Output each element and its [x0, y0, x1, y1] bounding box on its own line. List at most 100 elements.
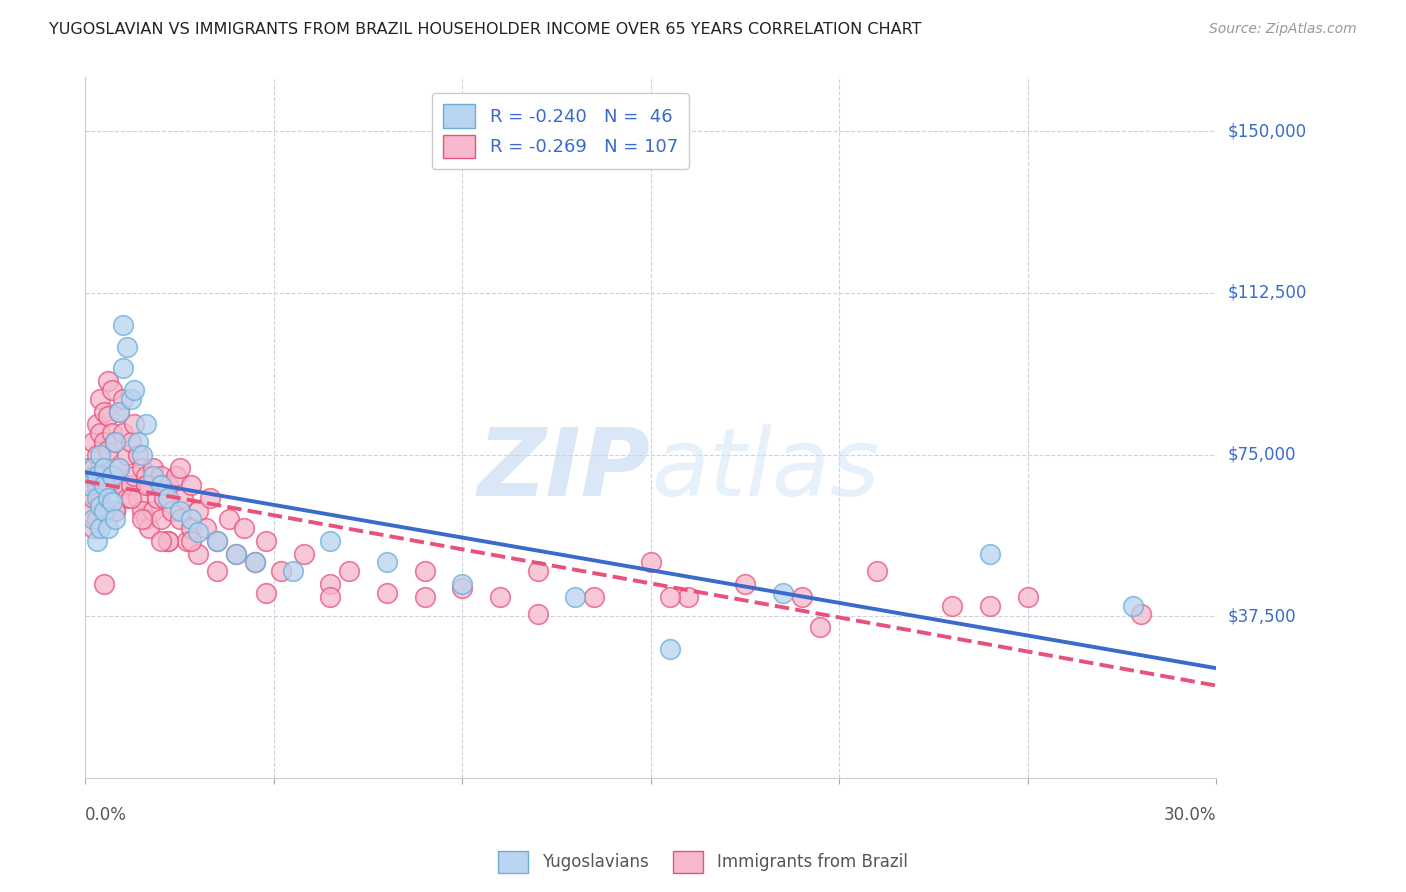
Point	[281, 564, 304, 578]
Point	[153, 491, 176, 505]
Point	[451, 582, 474, 596]
Point	[115, 340, 138, 354]
Point	[93, 460, 115, 475]
Point	[254, 533, 277, 548]
Point	[526, 607, 548, 622]
Point	[790, 590, 813, 604]
Point	[97, 443, 120, 458]
Point	[104, 504, 127, 518]
Point	[218, 512, 240, 526]
Point	[82, 521, 104, 535]
Point	[115, 448, 138, 462]
Point	[104, 512, 127, 526]
Point	[640, 556, 662, 570]
Point	[658, 590, 681, 604]
Point	[270, 564, 292, 578]
Point	[451, 577, 474, 591]
Point	[111, 478, 134, 492]
Point	[104, 434, 127, 449]
Point	[1017, 590, 1039, 604]
Point	[89, 491, 111, 505]
Point	[243, 556, 266, 570]
Point	[97, 375, 120, 389]
Point	[319, 590, 342, 604]
Point	[180, 521, 202, 535]
Text: 0.0%: 0.0%	[86, 806, 127, 824]
Point	[86, 512, 108, 526]
Point	[77, 460, 100, 475]
Point	[146, 491, 169, 505]
Point	[489, 590, 512, 604]
Point	[100, 426, 122, 441]
Point	[187, 547, 209, 561]
Point	[82, 512, 104, 526]
Point	[77, 478, 100, 492]
Point	[89, 392, 111, 406]
Point	[100, 495, 122, 509]
Text: Source: ZipAtlas.com: Source: ZipAtlas.com	[1209, 22, 1357, 37]
Point	[89, 500, 111, 514]
Point	[120, 491, 142, 505]
Point	[225, 547, 247, 561]
Point	[111, 426, 134, 441]
Point	[97, 478, 120, 492]
Point	[180, 533, 202, 548]
Text: $150,000: $150,000	[1227, 122, 1306, 140]
Point	[413, 590, 436, 604]
Point	[124, 417, 146, 432]
Point	[127, 434, 149, 449]
Point	[135, 512, 157, 526]
Point	[157, 533, 180, 548]
Point	[82, 491, 104, 505]
Point	[138, 478, 160, 492]
Point	[127, 448, 149, 462]
Point	[180, 478, 202, 492]
Point	[89, 426, 111, 441]
Point	[82, 469, 104, 483]
Point	[100, 469, 122, 483]
Point	[1129, 607, 1152, 622]
Point	[198, 491, 221, 505]
Text: ZIP: ZIP	[478, 424, 651, 516]
Point	[169, 460, 191, 475]
Point	[108, 404, 131, 418]
Point	[808, 620, 831, 634]
Point	[225, 547, 247, 561]
Point	[131, 448, 153, 462]
Point	[941, 599, 963, 613]
Legend: Yugoslavians, Immigrants from Brazil: Yugoslavians, Immigrants from Brazil	[492, 845, 914, 880]
Point	[111, 318, 134, 333]
Point	[172, 491, 194, 505]
Text: YUGOSLAVIAN VS IMMIGRANTS FROM BRAZIL HOUSEHOLDER INCOME OVER 65 YEARS CORRELATI: YUGOSLAVIAN VS IMMIGRANTS FROM BRAZIL HO…	[49, 22, 922, 37]
Point	[86, 491, 108, 505]
Point	[104, 434, 127, 449]
Point	[86, 417, 108, 432]
Point	[135, 417, 157, 432]
Point	[176, 533, 198, 548]
Point	[120, 478, 142, 492]
Point	[89, 448, 111, 462]
Point	[111, 392, 134, 406]
Point	[180, 512, 202, 526]
Point	[319, 577, 342, 591]
Point	[292, 547, 315, 561]
Point	[124, 383, 146, 397]
Text: $112,500: $112,500	[1227, 284, 1306, 302]
Point	[142, 469, 165, 483]
Point	[160, 504, 183, 518]
Point	[169, 504, 191, 518]
Point	[100, 469, 122, 483]
Legend: R = -0.240   N =  46, R = -0.269   N = 107: R = -0.240 N = 46, R = -0.269 N = 107	[432, 94, 689, 169]
Point	[120, 434, 142, 449]
Point	[93, 404, 115, 418]
Point	[77, 504, 100, 518]
Point	[86, 533, 108, 548]
Point	[583, 590, 606, 604]
Point	[979, 599, 1001, 613]
Point	[866, 564, 889, 578]
Point	[149, 469, 172, 483]
Point	[115, 491, 138, 505]
Point	[254, 585, 277, 599]
Point	[157, 533, 180, 548]
Point	[142, 460, 165, 475]
